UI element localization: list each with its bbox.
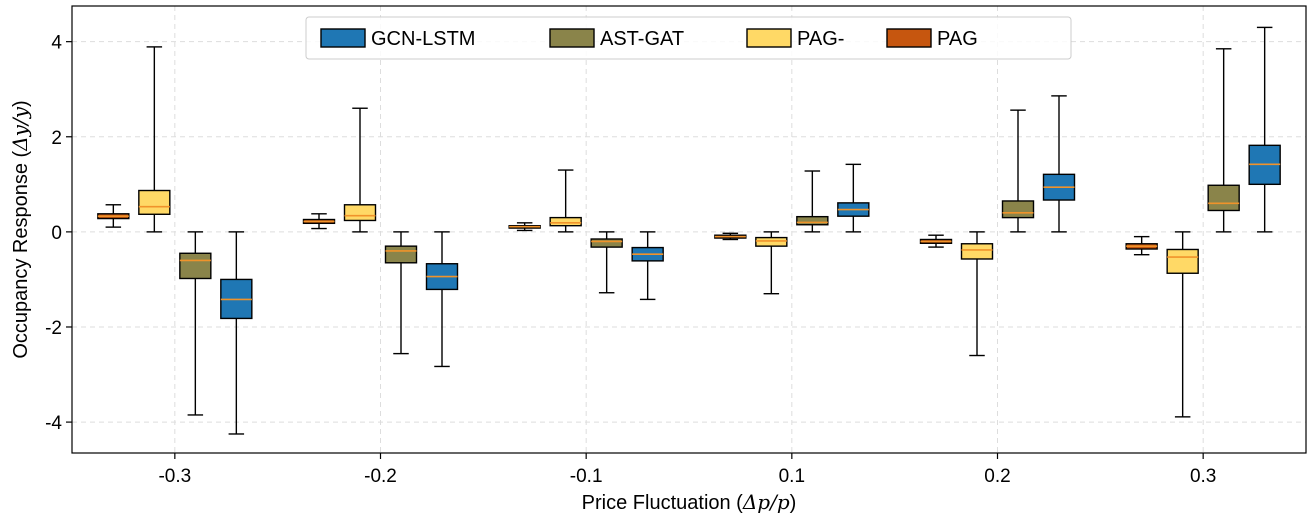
x-tick-label: -0.3 [158,466,191,487]
box-pag [97,204,130,228]
box-pag-minus [960,231,994,357]
box-gcn-lstm [1248,26,1281,233]
legend-label: GCN-LSTM [371,28,475,50]
box-ast-gat [384,231,418,355]
legend-label: PAG [937,28,978,50]
box-ast-gat [590,231,623,294]
box-ast-gat [1001,109,1035,233]
box-body [179,252,212,280]
legend-frame [305,16,1072,60]
legend-item: AST-GAT [549,28,684,50]
box-pag [714,232,747,241]
box-body [384,245,418,264]
y-tick-label: 2 [51,128,62,149]
y-tick-label: -2 [45,318,62,339]
legend: GCN-LSTM AST-GAT PAG- PAG [305,16,1072,60]
y-tick-label: 4 [51,33,62,54]
box-gcn-lstm [631,231,664,301]
legend-swatch [320,28,366,48]
box-pag-minus [755,231,788,295]
box-plot-series [97,26,1281,435]
y-tick-label: 0 [51,223,62,244]
legend-swatch [549,28,595,48]
box-ast-gat [796,170,829,233]
legend-item: PAG [886,28,978,50]
box-pag [302,213,336,230]
y-tick-label: -4 [45,413,62,434]
legend-swatch [886,28,932,48]
box-pag-minus [1166,231,1199,418]
box-gcn-lstm [220,231,253,435]
box-body [549,216,582,227]
y-axis-label: Occupancy Response (Δy/y) [8,100,32,358]
x-axis-label: Price Fluctuation (Δp/p) [582,490,797,514]
box-body [343,204,377,222]
box-ast-gat [179,231,212,416]
box-gcn-lstm [837,163,870,233]
box-body [796,215,829,226]
box-body [960,243,994,260]
axis-ticks: -4 -2 0 2 4 -0.3 -0.2 -0.1 0.1 0.2 0.3 [45,33,1216,487]
legend-label: AST-GAT [600,28,684,50]
x-tick-label: 0.1 [779,466,805,487]
box-pag [1125,235,1158,256]
box-pag [919,234,953,248]
x-tick-label: -0.2 [364,466,397,487]
box-gcn-lstm [425,231,459,368]
box-body [755,236,788,247]
box-body [590,238,623,248]
box-body [1001,200,1035,219]
box-pag-minus [138,46,171,233]
legend-label: PAG- [797,28,844,50]
x-tick-label: 0.2 [984,466,1010,487]
legend-item: GCN-LSTM [320,28,475,50]
grid-lines [72,6,1306,453]
box-body [1207,184,1240,212]
x-tick-label: -0.1 [570,466,603,487]
box-pag [508,222,541,232]
box-body [138,189,171,215]
plot-area-frame [71,5,1307,454]
legend-swatch [746,28,792,48]
box-body [1166,248,1199,274]
box-pag-minus [549,169,582,233]
legend-item: PAG- [746,28,844,50]
box-ast-gat [1207,48,1240,233]
box-pag-minus [343,107,377,233]
box-gcn-lstm [1042,95,1076,233]
x-tick-label: 0.3 [1190,466,1216,487]
